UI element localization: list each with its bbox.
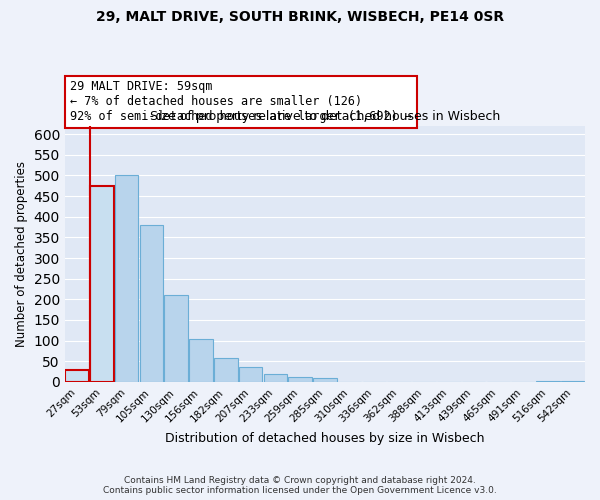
Bar <box>289 377 312 382</box>
X-axis label: Distribution of detached houses by size in Wisbech: Distribution of detached houses by size … <box>165 432 485 445</box>
Bar <box>313 378 337 382</box>
Bar <box>164 295 188 382</box>
Bar <box>90 186 114 382</box>
Text: 29, MALT DRIVE, SOUTH BRINK, WISBECH, PE14 0SR: 29, MALT DRIVE, SOUTH BRINK, WISBECH, PE… <box>96 10 504 24</box>
Bar <box>536 381 560 382</box>
Y-axis label: Number of detached properties: Number of detached properties <box>15 161 28 347</box>
Bar <box>65 370 89 382</box>
Bar <box>239 368 262 382</box>
Title: Size of property relative to detached houses in Wisbech: Size of property relative to detached ho… <box>150 110 500 124</box>
Bar <box>189 338 213 382</box>
Bar <box>263 374 287 382</box>
Bar <box>561 381 584 382</box>
Text: Contains HM Land Registry data © Crown copyright and database right 2024.
Contai: Contains HM Land Registry data © Crown c… <box>103 476 497 495</box>
Bar <box>140 225 163 382</box>
Bar <box>214 358 238 382</box>
Text: 29 MALT DRIVE: 59sqm
← 7% of detached houses are smaller (126)
92% of semi-detac: 29 MALT DRIVE: 59sqm ← 7% of detached ho… <box>70 80 412 124</box>
Bar <box>115 176 139 382</box>
